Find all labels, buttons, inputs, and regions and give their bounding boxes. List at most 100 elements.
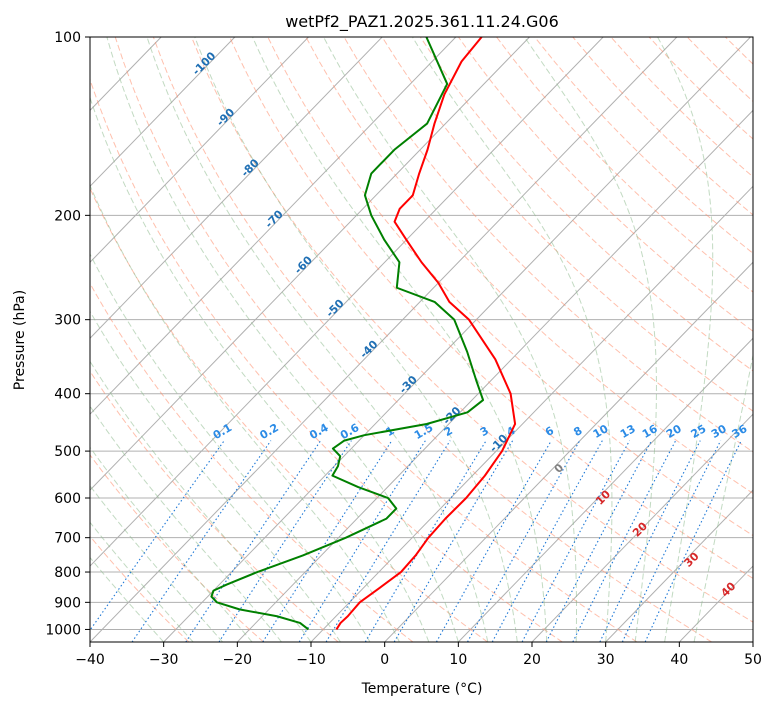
x-axis-label: Temperature (°C): [361, 681, 483, 697]
moist-adiabat-line: [146, 37, 489, 642]
mixing-ratio-label: 10: [591, 422, 611, 441]
moist-adiabat-line: [90, 405, 282, 642]
mixing-ratio-label: 0.2: [257, 421, 280, 442]
mixing-ratio-label: 20: [664, 422, 684, 441]
isotherm-label: -30: [397, 373, 420, 396]
isotherm-line: [457, 337, 753, 642]
moist-adiabat-line: [194, 37, 518, 642]
x-tick-label: −20: [223, 652, 253, 668]
mixing-ratio-label: 8: [571, 424, 584, 439]
dry-adiabat-line: [90, 535, 190, 642]
moist-adiabat-line: [90, 446, 253, 642]
isotherm-line: [90, 37, 383, 339]
dry-adiabat-line: [686, 37, 753, 103]
y-axis-label: Pressure (hPa): [12, 290, 28, 390]
moist-adiabat-label: 30: [682, 549, 702, 569]
isotherm-line: [90, 37, 604, 567]
dry-adiabat-line: [763, 37, 775, 642]
dry-adiabat-line: [191, 37, 753, 623]
profile-series: [210, 37, 517, 631]
isotherm-line: [90, 37, 457, 415]
skewed-isotherms: [90, 37, 753, 642]
isotherm-label: -70: [263, 207, 286, 230]
dry-adiabat-line: [572, 37, 753, 216]
mixing-ratio-label: 0.4: [307, 421, 331, 442]
moist-adiabat-line: [90, 310, 341, 642]
mixing-ratio-line: [621, 440, 722, 642]
y-tick-label: 800: [54, 565, 81, 581]
moist-adiabat-label: 0: [552, 461, 567, 476]
y-tick-label: 300: [54, 313, 81, 329]
dry-adiabat-line: [90, 282, 414, 642]
chart-title: wetPf2_PAZ1.2025.361.11.24.G06: [285, 12, 559, 32]
x-tick-label: −30: [149, 652, 179, 668]
isotherm-label: -80: [239, 156, 262, 179]
isotherm-line: [90, 37, 236, 188]
y-tick-label: 1000: [45, 622, 81, 638]
moist-adiabat-label: 10: [593, 487, 613, 507]
isotherm-label: -20: [440, 404, 463, 427]
mixing-ratio-label: 0.1: [211, 421, 234, 442]
dry-adiabat-line: [381, 37, 753, 412]
dry-adiabat-line: [343, 37, 753, 453]
moist-adiabat-line: [411, 37, 613, 642]
y-tick-label: 400: [54, 387, 81, 403]
isotherm-line: [752, 641, 753, 642]
x-tick-label: 0: [380, 652, 389, 668]
dry-adiabats: [90, 37, 775, 642]
moist-adiabat-line: [90, 521, 194, 642]
moist-adiabat-line: [90, 556, 165, 642]
x-tick-label: 50: [744, 652, 762, 668]
mixing-ratio-line: [521, 440, 631, 642]
y-tick-label: 900: [54, 595, 81, 611]
dry-adiabat-line: [90, 77, 563, 642]
moist-adiabat-line: [90, 252, 371, 642]
x-tick-label: 40: [670, 652, 688, 668]
dry-adiabat-line: [152, 37, 713, 642]
mixing-ratio-line: [491, 440, 603, 642]
mixing-ratio-line: [364, 440, 487, 642]
moist-adiabat-label: 40: [718, 579, 738, 599]
x-axis-ticks: −40 −30 −20 −10 0 10 20 30 40 50: [75, 642, 762, 668]
isotherm-line: [163, 37, 751, 642]
plot-area: 0.1 0.2 0.4 0.6 1 1.5 2 3 4 6 8 10 13 16 20 25 30 36-100-…: [90, 37, 775, 642]
isotherm-label: -60: [292, 253, 315, 276]
mixing-ratio-line: [298, 440, 426, 642]
y-tick-label: 200: [54, 208, 81, 224]
isotherm-line: [605, 489, 753, 642]
dry-adiabat-line: [114, 37, 638, 642]
temperature-profile-line: [335, 37, 517, 630]
mixing-ratio-line: [185, 440, 322, 642]
moist-adiabat-label: 20: [630, 519, 650, 539]
dry-adiabat-line: [534, 37, 753, 254]
plot-frame: [89, 36, 754, 643]
x-tick-label: −10: [296, 652, 326, 668]
y-tick-label: 700: [54, 531, 81, 547]
x-tick-label: 20: [523, 652, 541, 668]
isotherm-line: [531, 413, 753, 642]
x-tick-label: −40: [75, 652, 105, 668]
moist-adiabat-line: [90, 360, 312, 642]
mixing-ratio-line: [467, 440, 581, 642]
mixing-ratio-line: [435, 440, 552, 642]
mixing-ratio-label: 3: [478, 424, 491, 439]
dry-adiabat-line: [458, 37, 753, 332]
mixing-ratio-line: [599, 440, 701, 642]
dry-adiabat-line: [419, 37, 753, 372]
moist-adiabat-line: [524, 37, 657, 642]
isotherm-line: [90, 37, 678, 642]
dry-adiabat-line: [724, 37, 753, 65]
mixing-ratio-line: [325, 440, 451, 642]
dry-adiabat-line: [305, 37, 753, 494]
mixing-ratio-label: 30: [709, 422, 729, 441]
reference-line-labels: 0.1 0.2 0.4 0.6 1 1.5 2 3 4 6 8 10 13 16 20 25 30 36-100-…: [190, 49, 750, 599]
y-axis-ticks: 100 200 300 400 500 600 700 800 900 1000: [45, 30, 90, 638]
x-tick-label: 30: [597, 652, 615, 668]
moist-adiabat-line: [323, 37, 578, 642]
mixing-ratio-lines: [90, 440, 742, 642]
dry-adiabat-line: [267, 37, 753, 537]
dry-adiabat-line: [229, 37, 753, 580]
isotherm-label: -50: [323, 297, 346, 320]
moist-adiabat-line: [693, 352, 753, 642]
isotherm-label: -40: [357, 338, 380, 361]
